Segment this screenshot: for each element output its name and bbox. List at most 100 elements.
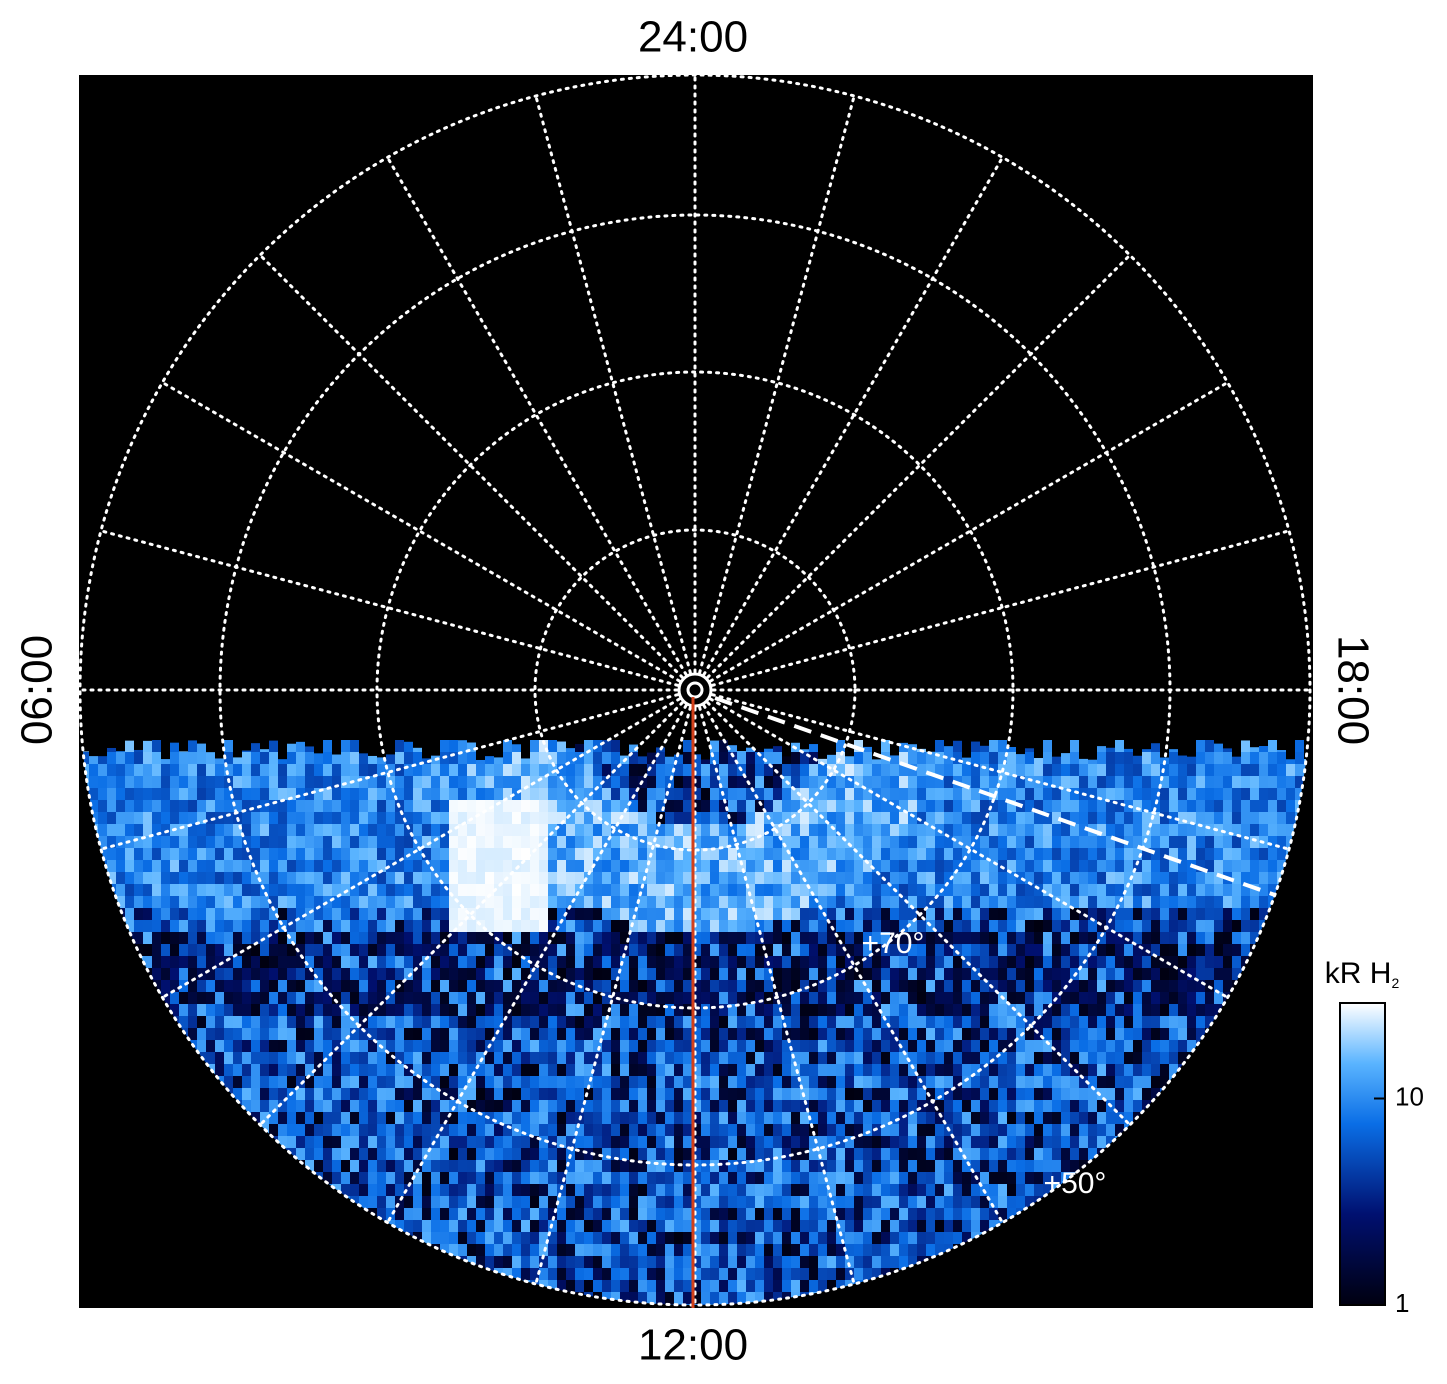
emission-cell — [440, 992, 449, 1004]
emission-cell — [863, 1208, 872, 1220]
emission-cell — [611, 944, 620, 956]
emission-cell — [719, 1184, 728, 1196]
emission-cell — [125, 872, 134, 884]
emission-cell — [665, 992, 674, 1004]
emission-cell — [737, 1100, 746, 1112]
emission-cell — [1034, 1184, 1043, 1196]
emission-cell — [647, 800, 656, 812]
emission-cell — [1178, 944, 1187, 956]
emission-cell — [503, 752, 512, 764]
emission-cell — [575, 920, 584, 932]
emission-cell — [719, 1136, 728, 1148]
emission-cell — [269, 884, 278, 896]
emission-cell — [584, 1268, 593, 1280]
emission-cell — [404, 1040, 413, 1052]
emission-cell — [287, 944, 296, 956]
emission-cell — [620, 848, 629, 860]
emission-cell — [863, 1244, 872, 1256]
emission-cell — [962, 908, 971, 920]
emission-cell — [143, 788, 152, 800]
emission-cell — [980, 1172, 989, 1184]
emission-cell — [494, 920, 503, 932]
emission-cell — [215, 896, 224, 908]
emission-cell — [566, 1076, 575, 1088]
emission-cell — [764, 944, 773, 956]
emission-cell — [215, 764, 224, 776]
emission-cell — [827, 1160, 836, 1172]
emission-cell — [854, 788, 863, 800]
emission-cell — [1169, 1052, 1178, 1064]
emission-cell — [332, 872, 341, 884]
emission-cell — [1169, 1064, 1178, 1076]
emission-cell — [1151, 836, 1160, 848]
emission-cell — [305, 908, 314, 920]
emission-cell — [809, 932, 818, 944]
emission-cell — [458, 836, 467, 848]
emission-cell — [314, 788, 323, 800]
emission-cell — [386, 1064, 395, 1076]
emission-cell — [674, 800, 683, 812]
emission-cell — [287, 1124, 296, 1136]
emission-cell — [800, 1208, 809, 1220]
emission-cell — [1088, 1124, 1097, 1136]
emission-cell — [188, 800, 197, 812]
emission-cell — [782, 824, 791, 836]
emission-cell — [764, 1148, 773, 1160]
emission-cell — [1043, 992, 1052, 1004]
emission-cell — [656, 1280, 665, 1292]
emission-cell — [1016, 860, 1025, 872]
emission-cell — [386, 1172, 395, 1184]
emission-cell — [341, 908, 350, 920]
emission-cell — [548, 1256, 557, 1268]
emission-cell — [368, 848, 377, 860]
emission-cell — [836, 788, 845, 800]
emission-cell — [764, 1244, 773, 1256]
emission-cell — [350, 1088, 359, 1100]
emission-cell — [584, 812, 593, 824]
emission-cell — [1025, 896, 1034, 908]
emission-cell — [674, 1184, 683, 1196]
emission-cell — [1070, 872, 1079, 884]
emission-cell — [863, 1232, 872, 1244]
emission-cell — [404, 872, 413, 884]
emission-cell — [584, 1208, 593, 1220]
emission-cell — [674, 1148, 683, 1160]
emission-cell — [413, 1112, 422, 1124]
emission-cell — [1169, 968, 1178, 980]
emission-cell — [539, 1040, 548, 1052]
emission-cell — [881, 896, 890, 908]
emission-cell — [494, 956, 503, 968]
emission-cell — [926, 956, 935, 968]
emission-cell — [206, 896, 215, 908]
emission-cell — [917, 1004, 926, 1016]
emission-cell — [386, 1076, 395, 1088]
emission-cell — [1160, 812, 1169, 824]
emission-cell — [764, 1076, 773, 1088]
emission-cell — [1187, 872, 1196, 884]
emission-cell — [521, 1148, 530, 1160]
emission-cell — [404, 992, 413, 1004]
emission-cell — [728, 1088, 737, 1100]
emission-cell — [872, 896, 881, 908]
emission-cell — [701, 884, 710, 896]
emission-cell — [575, 1028, 584, 1040]
emission-cell — [557, 920, 566, 932]
emission-cell — [719, 836, 728, 848]
emission-cell — [1016, 848, 1025, 860]
emission-cell — [971, 1004, 980, 1016]
emission-cell — [710, 1052, 719, 1064]
emission-cell — [1160, 836, 1169, 848]
emission-cell — [530, 896, 539, 908]
emission-cell — [1070, 740, 1079, 752]
emission-cell — [458, 920, 467, 932]
emission-cell — [539, 1112, 548, 1124]
emission-cell — [197, 848, 206, 860]
emission-cell — [971, 1016, 980, 1028]
emission-cell — [593, 1220, 602, 1232]
emission-cell — [854, 1076, 863, 1088]
emission-cell — [1196, 968, 1205, 980]
emission-cell — [332, 1124, 341, 1136]
emission-cell — [674, 824, 683, 836]
emission-cell — [593, 740, 602, 752]
emission-cell — [674, 776, 683, 788]
